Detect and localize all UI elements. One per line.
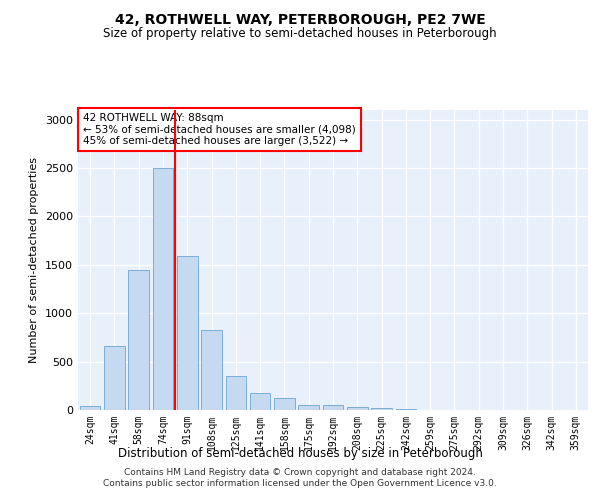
Bar — [323, 405, 343, 410]
Bar — [274, 398, 295, 410]
Text: Contains HM Land Registry data © Crown copyright and database right 2024.
Contai: Contains HM Land Registry data © Crown c… — [103, 468, 497, 487]
Y-axis label: Number of semi-detached properties: Number of semi-detached properties — [29, 157, 40, 363]
Text: Distribution of semi-detached houses by size in Peterborough: Distribution of semi-detached houses by … — [118, 448, 482, 460]
Text: Size of property relative to semi-detached houses in Peterborough: Size of property relative to semi-detach… — [103, 28, 497, 40]
Text: 42, ROTHWELL WAY, PETERBOROUGH, PE2 7WE: 42, ROTHWELL WAY, PETERBOROUGH, PE2 7WE — [115, 12, 485, 26]
Bar — [298, 404, 319, 410]
Bar — [201, 330, 222, 410]
Bar — [347, 406, 368, 410]
Bar — [250, 393, 271, 410]
Bar — [177, 256, 197, 410]
Bar — [104, 346, 125, 410]
Bar — [128, 270, 149, 410]
Bar — [152, 168, 173, 410]
Bar — [80, 406, 100, 410]
Text: 42 ROTHWELL WAY: 88sqm
← 53% of semi-detached houses are smaller (4,098)
45% of : 42 ROTHWELL WAY: 88sqm ← 53% of semi-det… — [83, 113, 356, 146]
Bar — [395, 408, 416, 410]
Bar — [371, 408, 392, 410]
Bar — [226, 376, 246, 410]
